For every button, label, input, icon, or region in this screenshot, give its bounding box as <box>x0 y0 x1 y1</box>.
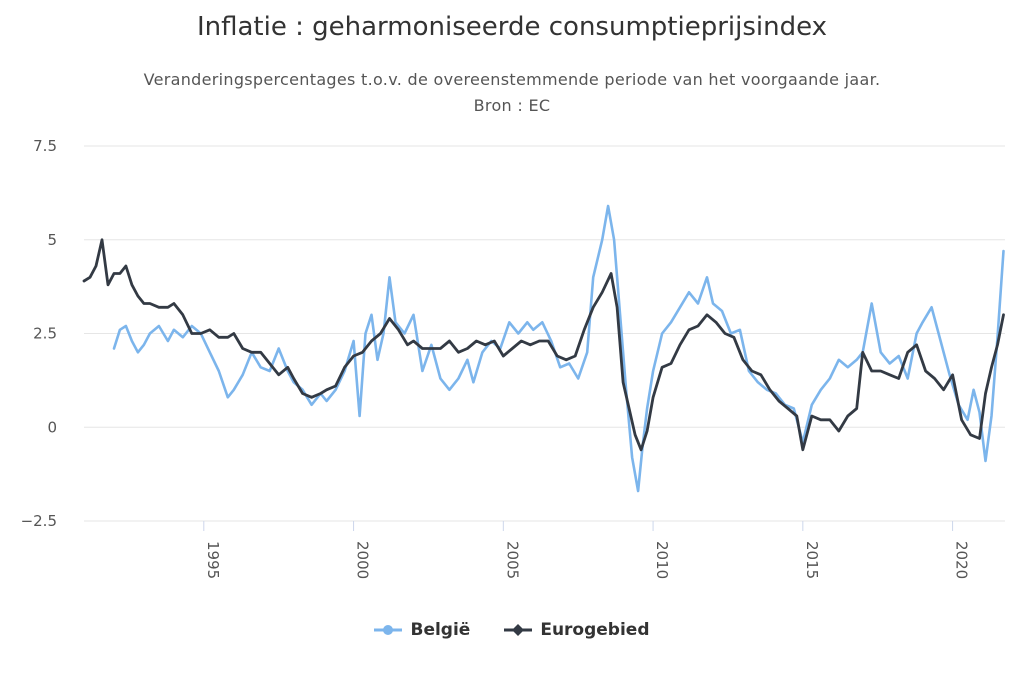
legend: België Eurogebied <box>0 620 1024 640</box>
x-tick-label: 2005 <box>503 541 521 579</box>
legend-swatch-belgie <box>374 625 403 635</box>
y-tick-label: 5 <box>47 231 57 249</box>
chart-source: Bron : EC <box>473 96 551 115</box>
series-line-belgie[interactable] <box>112 204 1005 493</box>
chart-subtitle: Veranderingspercentages t.o.v. de overee… <box>143 70 881 89</box>
y-tick-label: 7.5 <box>33 137 57 155</box>
y-tick-label: 2.5 <box>33 325 57 343</box>
y-axis: 7.5 5 2.5 0 −2.5 <box>21 137 57 530</box>
legend-label-eurogebied: Eurogebied <box>540 620 650 640</box>
x-tick-label: 2020 <box>953 541 971 579</box>
grid-lines <box>84 145 1005 522</box>
series-line-eurogebied[interactable] <box>82 238 1005 452</box>
x-axis: 1995 2000 2005 2010 2015 2020 <box>203 521 971 579</box>
x-tick-label: 2010 <box>653 541 671 579</box>
x-tick-label: 2000 <box>354 541 372 579</box>
series-group <box>82 204 1005 493</box>
legend-swatch-eurogebied <box>504 624 533 636</box>
legend-item-eurogebied[interactable]: Eurogebied <box>504 620 650 640</box>
y-tick-label: 0 <box>47 418 57 436</box>
legend-label-belgie: België <box>410 620 471 640</box>
chart-title: Inflatie : geharmoniseerde consumptiepri… <box>196 12 828 42</box>
x-tick-label: 2015 <box>803 541 821 579</box>
y-tick-label: −2.5 <box>21 512 57 530</box>
legend-item-belgie[interactable]: België <box>374 620 470 640</box>
x-tick-label: 1995 <box>204 541 222 579</box>
